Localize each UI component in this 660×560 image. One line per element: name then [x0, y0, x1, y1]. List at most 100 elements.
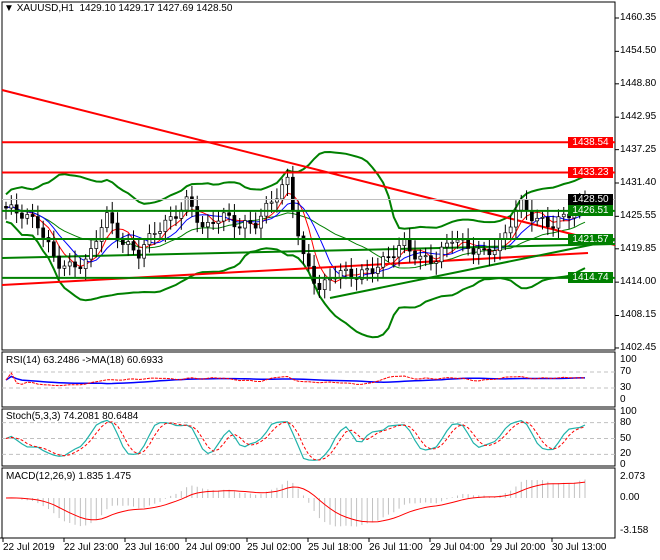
candle-body: [126, 241, 131, 245]
candle-body: [275, 198, 279, 203]
candle-body: [322, 279, 327, 290]
candle-body: [131, 241, 136, 251]
candle-body: [301, 235, 306, 255]
level-price-tag: 1421.57: [568, 233, 613, 245]
candle-body: [344, 268, 348, 271]
price-axis-label: 1442.95: [620, 111, 657, 123]
price-axis-label: 1414.00: [620, 276, 657, 288]
candle-body: [407, 238, 412, 252]
candle-body: [94, 241, 99, 249]
time-axis-label: 29 Jul 20:00: [491, 542, 546, 553]
candle-body: [269, 201, 274, 204]
candle-body: [243, 220, 247, 229]
time-axis-label: 30 Jul 13:00: [552, 542, 607, 553]
candle-body: [99, 227, 104, 242]
level-price-tag: 1433.23: [568, 167, 613, 179]
candle-body: [136, 249, 141, 259]
lower-red-trendline: [1, 252, 589, 286]
candle-body: [142, 244, 146, 259]
rsi-label: RSI(14) 63.2486 ->MA(18) 60.6933: [6, 355, 164, 366]
candle-body: [375, 266, 380, 274]
candle-body: [14, 204, 19, 214]
candle-body: [397, 245, 401, 258]
candle-body: [190, 196, 194, 207]
candle-body: [41, 227, 46, 238]
candle-body: [62, 265, 67, 269]
candle-body: [290, 176, 295, 211]
price-axis-label: 1437.25: [620, 143, 657, 155]
candle-body: [30, 214, 35, 217]
candle-body: [551, 226, 555, 229]
candle-body: [370, 268, 375, 274]
candle-body: [535, 217, 540, 222]
candle-body: [423, 255, 428, 258]
time-axis-label: 22 Jul 2019: [3, 542, 55, 553]
dropdown-triangle-icon[interactable]: ▼: [4, 3, 14, 14]
macd-label: MACD(12,26,9) 1.835 1.475: [6, 471, 132, 482]
candle-body: [158, 231, 162, 234]
candle-body: [227, 212, 231, 216]
rsi-axis-label: 70: [620, 366, 632, 377]
candle-body: [492, 250, 497, 256]
candle-body: [519, 199, 524, 211]
candle-body: [121, 239, 125, 245]
stoch-panel-frame: [1, 408, 616, 467]
candle-body: [78, 266, 83, 270]
candle-body: [545, 217, 550, 228]
candle-body: [418, 255, 423, 260]
price-axis-label: 1431.40: [620, 176, 657, 188]
candle-body: [20, 212, 24, 219]
stoch-axis-label: 80: [620, 416, 632, 428]
candle-body: [184, 196, 189, 211]
candle-body: [524, 199, 529, 212]
candle-body: [168, 216, 173, 221]
level-price-tag: 1414.74: [568, 272, 613, 284]
candle-body: [221, 212, 226, 222]
time-axis-label: 23 Jul 16:00: [125, 542, 180, 553]
candle-body: [253, 223, 258, 229]
stoch-axis-label: 100: [620, 406, 637, 417]
candle-body: [248, 220, 253, 224]
candle-body: [306, 253, 311, 267]
rsi-axis-label: 0: [620, 394, 626, 405]
candle-body: [232, 215, 237, 228]
candle-body: [312, 265, 316, 284]
candle-body: [51, 241, 56, 257]
candle-body: [25, 214, 30, 219]
candle-body: [115, 222, 120, 240]
rsi-axis-label: 100: [620, 354, 637, 365]
time-axis-label: 29 Jul 04:00: [430, 542, 485, 553]
candle-body: [450, 241, 455, 244]
level-price-tag: 1438.54: [568, 136, 613, 148]
stoch-axis-label: 50: [620, 432, 632, 444]
candle-body: [206, 222, 210, 228]
rsi-line: [5, 372, 586, 387]
price-axis-label: 1460.35: [620, 12, 657, 23]
candle-body: [36, 216, 40, 229]
candle-body: [317, 283, 322, 290]
candle-body: [455, 239, 460, 243]
candle-body: [487, 248, 492, 256]
candle-body: [556, 216, 561, 229]
candle-body: [110, 212, 115, 224]
candle-body: [4, 206, 8, 209]
stoch-axis-label: 0: [620, 459, 626, 470]
candle-body: [285, 176, 290, 186]
candle-body: [413, 250, 417, 260]
main-panel-frame: [1, 1, 616, 351]
candle-body: [498, 239, 502, 252]
candle-body: [264, 202, 269, 217]
candle-body: [365, 268, 370, 271]
candle-body: [530, 210, 534, 222]
candle-body: [83, 258, 88, 270]
macd-axis-label: 2.073: [620, 470, 646, 482]
ohlc-label: 1429.10 1429.17 1427.69 1428.50: [79, 3, 233, 14]
level-price-tag: 1426.51: [568, 205, 613, 217]
price-axis-label: 1425.55: [620, 210, 657, 222]
time-axis-label: 25 Jul 18:00: [308, 542, 363, 553]
rsi-ma-line: [5, 375, 585, 385]
symbol-label: XAUUSD,H1: [16, 3, 74, 14]
price-axis-label: 1419.85: [620, 242, 657, 254]
candle-body: [67, 261, 72, 267]
